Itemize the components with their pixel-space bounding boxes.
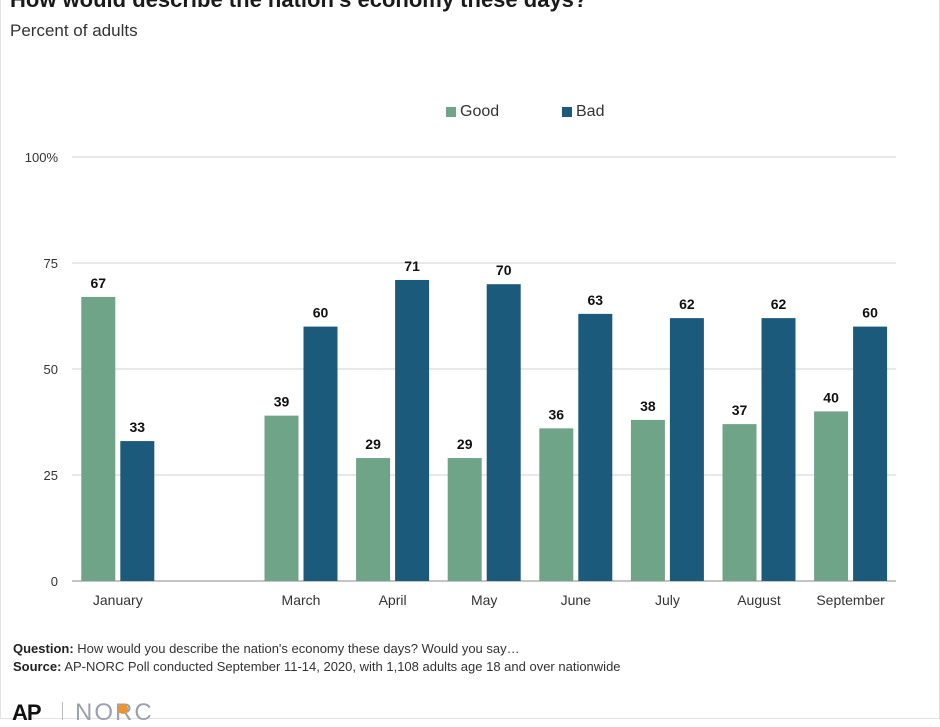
bar-bad — [853, 326, 888, 581]
chart-subtitle: Percent of adults — [10, 21, 138, 40]
bar-good — [630, 419, 665, 581]
norc-logo: NORC — [75, 699, 154, 726]
bar-good — [264, 415, 299, 581]
data-label-bad: 60 — [313, 305, 329, 321]
bar-good — [722, 424, 757, 581]
source-text: AP-NORC Poll conducted September 11-14, … — [64, 659, 621, 674]
data-label-bad: 60 — [862, 305, 878, 321]
x-tick-label: April — [379, 592, 407, 608]
data-label-good: 29 — [457, 436, 473, 452]
data-label-good: 29 — [365, 436, 381, 452]
legend-item-bad: Bad — [562, 103, 604, 121]
footer-question: Question: How would you describe the nat… — [13, 641, 520, 656]
question-text: How would you describe the nation's econ… — [77, 641, 520, 656]
data-label-good: 37 — [732, 402, 748, 418]
data-label-bad: 63 — [588, 292, 604, 308]
x-tick-label: March — [282, 592, 321, 608]
x-tick-label: May — [471, 592, 497, 608]
y-tick-label: 100% — [25, 150, 59, 165]
data-label-bad: 71 — [404, 258, 420, 274]
x-tick-label: July — [655, 592, 680, 608]
data-label-bad: 62 — [771, 296, 787, 312]
footer-source: Source: AP-NORC Poll conducted September… — [13, 659, 621, 674]
legend-swatch-good — [446, 107, 456, 117]
bar-good — [447, 458, 482, 581]
legend-label-bad: Bad — [576, 103, 605, 120]
x-tick-label: September — [816, 592, 885, 608]
bar-good — [539, 428, 574, 581]
ap-logo: AP — [12, 700, 42, 725]
bar-good — [814, 411, 849, 581]
data-label-bad: 33 — [130, 419, 146, 435]
bar-bad — [486, 284, 521, 581]
bar-bad — [578, 313, 613, 581]
bar-bad — [669, 318, 704, 581]
bar-good — [356, 458, 391, 581]
x-tick-label: August — [737, 592, 781, 608]
y-tick-label: 25 — [44, 468, 58, 483]
bar-good — [81, 296, 116, 581]
chart-title: How would describe the nation's economy … — [10, 0, 587, 13]
y-tick-label: 75 — [44, 256, 58, 271]
data-label-good: 39 — [274, 394, 290, 410]
x-tick-label: January — [93, 592, 143, 608]
bar-bad — [303, 326, 338, 581]
norc-sun-icon — [118, 704, 128, 714]
source-label: Source: — [13, 659, 62, 674]
data-label-good: 38 — [640, 398, 656, 414]
y-tick-label: 50 — [44, 362, 58, 377]
y-tick-label: 0 — [51, 574, 58, 589]
logo-divider — [62, 702, 63, 720]
data-label-bad: 62 — [679, 296, 695, 312]
data-label-good: 67 — [91, 275, 107, 291]
legend-item-good: Good — [446, 103, 499, 121]
bar-bad — [395, 279, 430, 581]
data-label-good: 36 — [549, 406, 565, 422]
data-label-good: 40 — [823, 389, 839, 405]
legend-label-good: Good — [460, 103, 500, 120]
bar-bad — [120, 441, 155, 581]
question-label: Question: — [13, 641, 74, 656]
x-tick-label: June — [561, 592, 592, 608]
legend-swatch-bad — [562, 107, 572, 117]
bar-bad — [761, 318, 796, 581]
data-label-bad: 70 — [496, 262, 512, 278]
